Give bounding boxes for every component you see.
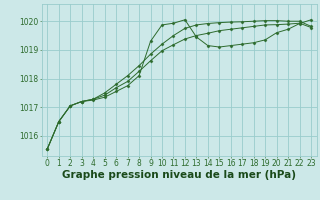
- X-axis label: Graphe pression niveau de la mer (hPa): Graphe pression niveau de la mer (hPa): [62, 170, 296, 180]
